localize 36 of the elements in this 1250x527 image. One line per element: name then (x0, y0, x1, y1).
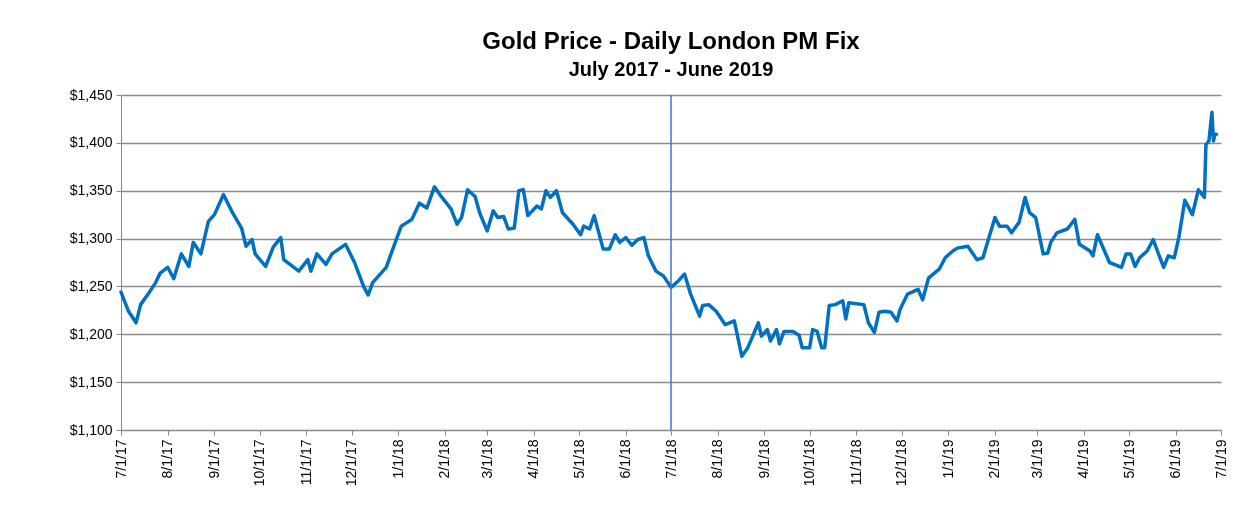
x-tick-label: 8/1/18 (709, 439, 726, 479)
x-tick-label: 11/1/18 (847, 439, 864, 486)
x-tick-label: 2/1/19 (986, 439, 1003, 479)
x-tick-label: 12/1/18 (893, 439, 910, 487)
y-tick-label: $1,400 (69, 134, 113, 151)
y-tick-label: $1,450 (69, 86, 113, 103)
x-tick-label: 4/1/19 (1075, 439, 1092, 479)
x-tick-label: 9/1/18 (755, 439, 772, 479)
x-tick-label: 7/1/19 (1212, 439, 1229, 479)
x-tick-label: 10/1/17 (251, 439, 268, 487)
x-tick-label: 1/1/18 (389, 439, 406, 479)
x-tick-label: 4/1/18 (525, 439, 542, 479)
x-tick-label: 12/1/17 (343, 439, 360, 487)
x-tick-label: 1/1/19 (939, 439, 956, 479)
line-series (119, 110, 1219, 359)
x-tick-label: 3/1/18 (478, 439, 495, 479)
x-tick-label: 6/1/18 (617, 439, 634, 479)
x-tick-label: 5/1/18 (570, 439, 587, 479)
x-tick-label: 3/1/19 (1028, 439, 1045, 479)
y-tick-label: $1,350 (69, 182, 113, 199)
y-tick-label: $1,250 (69, 277, 113, 294)
x-tick-label: 7/1/17 (112, 439, 129, 479)
y-tick-label: $1,200 (69, 325, 113, 342)
chart-title: Gold Price - Daily London PM Fix (482, 27, 861, 54)
chart-subtitle: July 2017 - June 2019 (568, 58, 774, 80)
x-tick-label: 6/1/19 (1167, 439, 1184, 479)
y-tick-label: $1,150 (69, 373, 113, 390)
x-tick-label: 8/1/17 (159, 439, 176, 479)
x-tick-label: 10/1/18 (801, 439, 818, 487)
x-tick-label: 11/1/17 (297, 439, 314, 486)
y-tick-label: $1,300 (69, 230, 113, 247)
x-tick-label: 7/1/18 (662, 439, 679, 479)
x-tick-label: 2/1/18 (436, 439, 453, 479)
y-tick-label: $1,100 (69, 421, 113, 438)
x-tick-label: 5/1/19 (1120, 439, 1137, 479)
x-tick-label: 9/1/17 (205, 439, 222, 479)
